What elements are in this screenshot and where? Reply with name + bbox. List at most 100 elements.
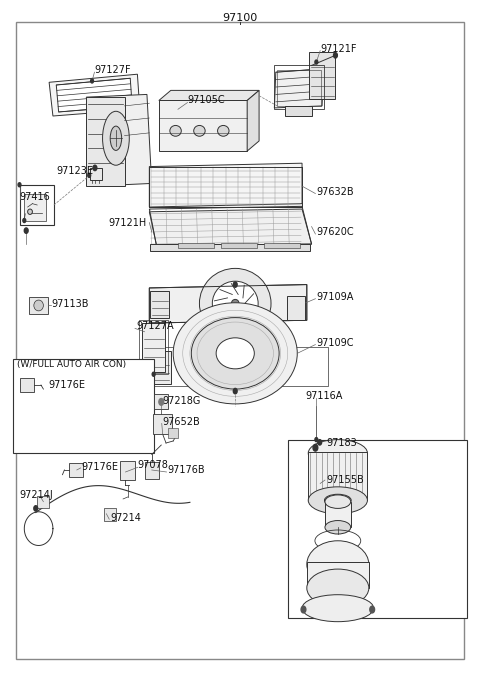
- Ellipse shape: [103, 111, 129, 165]
- Bar: [153, 414, 172, 434]
- Bar: [277, 70, 321, 106]
- Ellipse shape: [216, 338, 254, 369]
- Ellipse shape: [307, 541, 369, 588]
- Polygon shape: [49, 74, 140, 116]
- Bar: [104, 508, 116, 521]
- Circle shape: [34, 506, 37, 511]
- Text: 97652B: 97652B: [163, 417, 201, 427]
- Circle shape: [233, 389, 237, 394]
- Circle shape: [370, 606, 374, 613]
- Ellipse shape: [324, 494, 351, 506]
- Bar: [90, 168, 102, 180]
- Polygon shape: [149, 209, 312, 246]
- Bar: [144, 462, 159, 479]
- Polygon shape: [275, 69, 324, 108]
- Text: 97176E: 97176E: [48, 380, 85, 390]
- Ellipse shape: [307, 569, 369, 607]
- Text: 97218G: 97218G: [163, 395, 201, 406]
- Circle shape: [233, 282, 237, 287]
- Text: 97176E: 97176E: [82, 462, 119, 472]
- Ellipse shape: [194, 125, 205, 136]
- Ellipse shape: [231, 299, 239, 307]
- Ellipse shape: [34, 300, 43, 311]
- Polygon shape: [149, 163, 302, 207]
- Bar: [13, 359, 154, 453]
- Text: 97078: 97078: [138, 460, 169, 471]
- Bar: [154, 395, 168, 410]
- Circle shape: [334, 53, 337, 58]
- Text: 97176B: 97176B: [168, 465, 205, 475]
- Ellipse shape: [217, 125, 229, 136]
- Text: 97105C: 97105C: [188, 95, 225, 106]
- Bar: [69, 462, 84, 477]
- Bar: [120, 461, 135, 480]
- Circle shape: [24, 228, 28, 234]
- Bar: [149, 167, 302, 207]
- Polygon shape: [159, 100, 247, 151]
- Text: 97116A: 97116A: [306, 391, 343, 401]
- Bar: [178, 243, 214, 248]
- Bar: [309, 52, 336, 99]
- Text: (W/FULL AUTO AIR CON): (W/FULL AUTO AIR CON): [17, 359, 126, 368]
- Text: 97155B: 97155B: [326, 475, 364, 485]
- Text: 97632B: 97632B: [316, 187, 354, 196]
- Circle shape: [315, 60, 318, 64]
- Bar: [142, 347, 328, 386]
- Ellipse shape: [28, 209, 33, 215]
- Text: 97109A: 97109A: [316, 292, 354, 302]
- Circle shape: [18, 183, 21, 187]
- Bar: [288, 439, 467, 618]
- Circle shape: [93, 165, 97, 171]
- Polygon shape: [149, 284, 307, 323]
- Polygon shape: [159, 91, 259, 100]
- Polygon shape: [247, 91, 259, 151]
- Ellipse shape: [173, 303, 297, 404]
- Bar: [308, 452, 367, 500]
- Bar: [287, 296, 305, 320]
- Bar: [149, 167, 302, 207]
- Text: 97183: 97183: [326, 438, 357, 448]
- Bar: [139, 320, 168, 374]
- Ellipse shape: [212, 281, 258, 326]
- Text: 97109C: 97109C: [316, 338, 354, 347]
- Ellipse shape: [325, 521, 351, 534]
- Text: 97100: 97100: [222, 14, 258, 23]
- Ellipse shape: [308, 487, 367, 514]
- Text: 97214: 97214: [110, 513, 141, 523]
- Ellipse shape: [199, 268, 271, 338]
- Ellipse shape: [325, 495, 351, 508]
- Text: 97121F: 97121F: [320, 43, 357, 53]
- Bar: [168, 428, 178, 438]
- Text: 97123E: 97123E: [56, 167, 93, 176]
- Polygon shape: [86, 94, 152, 186]
- Circle shape: [88, 173, 91, 177]
- Circle shape: [23, 219, 26, 223]
- Ellipse shape: [192, 318, 279, 389]
- Polygon shape: [56, 79, 132, 112]
- Ellipse shape: [308, 439, 367, 466]
- Bar: [29, 297, 48, 313]
- Circle shape: [152, 372, 155, 376]
- Circle shape: [301, 606, 306, 613]
- Text: 97127F: 97127F: [95, 65, 131, 75]
- Bar: [307, 563, 369, 588]
- Circle shape: [315, 437, 318, 441]
- Circle shape: [159, 399, 164, 406]
- Ellipse shape: [170, 125, 181, 136]
- Bar: [150, 291, 169, 318]
- Text: 97620C: 97620C: [316, 227, 354, 237]
- Bar: [20, 378, 34, 393]
- Circle shape: [313, 444, 318, 451]
- Bar: [24, 194, 46, 221]
- Circle shape: [318, 439, 322, 445]
- Ellipse shape: [110, 126, 121, 150]
- Bar: [142, 323, 165, 372]
- Bar: [275, 66, 324, 109]
- Bar: [150, 244, 310, 251]
- Circle shape: [91, 79, 94, 83]
- Polygon shape: [86, 97, 124, 186]
- Bar: [264, 243, 300, 248]
- Bar: [20, 185, 54, 225]
- Ellipse shape: [302, 594, 373, 621]
- Bar: [37, 496, 49, 508]
